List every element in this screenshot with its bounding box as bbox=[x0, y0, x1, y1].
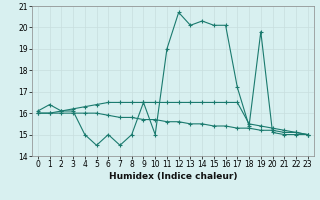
X-axis label: Humidex (Indice chaleur): Humidex (Indice chaleur) bbox=[108, 172, 237, 181]
